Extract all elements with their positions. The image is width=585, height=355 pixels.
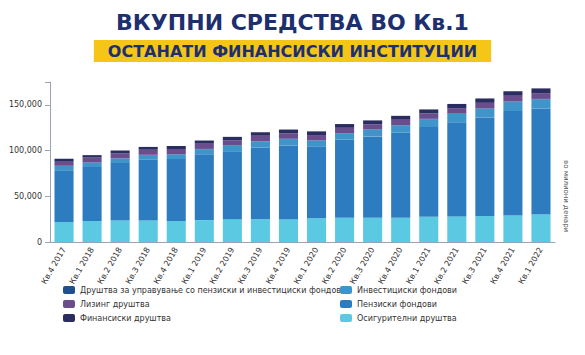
svg-text:Кв.1 2018: Кв.1 2018 bbox=[68, 246, 96, 286]
svg-text:Кв.2 2021: Кв.2 2021 bbox=[432, 246, 460, 286]
svg-text:Кв.4 2020: Кв.4 2020 bbox=[376, 246, 404, 286]
svg-text:50,000: 50,000 bbox=[14, 192, 42, 201]
svg-text:Кв.2 2018: Кв.2 2018 bbox=[96, 246, 124, 286]
svg-text:Кв.2 2019: Кв.2 2019 bbox=[208, 246, 236, 286]
svg-text:Кв.3 2019: Кв.3 2019 bbox=[236, 246, 264, 286]
svg-text:150,000: 150,000 bbox=[9, 100, 42, 109]
svg-text:Друштва за управување со пензи: Друштва за управување со пензиски и инве… bbox=[80, 286, 346, 295]
svg-text:Кв.1 2019: Кв.1 2019 bbox=[180, 246, 208, 286]
svg-text:Кв.4 2019: Кв.4 2019 bbox=[264, 246, 292, 286]
svg-text:0: 0 bbox=[37, 238, 42, 247]
svg-text:Инвестициски фондови: Инвестициски фондови bbox=[357, 286, 457, 295]
svg-text:Кв.3 2018: Кв.3 2018 bbox=[124, 246, 152, 286]
svg-text:Кв.1 2022: Кв.1 2022 bbox=[517, 246, 545, 286]
svg-text:Кв.1 2020: Кв.1 2020 bbox=[292, 246, 320, 286]
svg-text:Кв.2 2020: Кв.2 2020 bbox=[320, 246, 348, 286]
svg-text:Лизинг друштва: Лизинг друштва bbox=[80, 300, 150, 309]
svg-text:Кв.1 2021: Кв.1 2021 bbox=[404, 246, 432, 286]
svg-text:Кв.3 2021: Кв.3 2021 bbox=[461, 246, 489, 286]
svg-text:ВКУПНИ СРЕДСТВА ВО Кв.1: ВКУПНИ СРЕДСТВА ВО Кв.1 bbox=[116, 10, 469, 35]
svg-text:100,000: 100,000 bbox=[9, 146, 42, 155]
svg-text:Финансиски друштва: Финансиски друштва bbox=[80, 314, 171, 323]
svg-text:ОСТАНАТИ ФИНАНСИСКИ ИНСТИТУЦИИ: ОСТАНАТИ ФИНАНСИСКИ ИНСТИТУЦИИ bbox=[108, 42, 477, 61]
svg-text:Кв.4 2017: Кв.4 2017 bbox=[40, 246, 68, 286]
svg-text:во милиони денари: во милиони денари bbox=[562, 160, 570, 232]
svg-text:Кв.4 2018: Кв.4 2018 bbox=[152, 246, 180, 286]
svg-text:Осигурителни друштва: Осигурителни друштва bbox=[357, 314, 457, 323]
svg-text:Кв.3 2020: Кв.3 2020 bbox=[348, 246, 376, 286]
svg-text:Пензиски фондови: Пензиски фондови bbox=[357, 300, 437, 309]
svg-text:Кв.4 2021: Кв.4 2021 bbox=[489, 246, 517, 286]
